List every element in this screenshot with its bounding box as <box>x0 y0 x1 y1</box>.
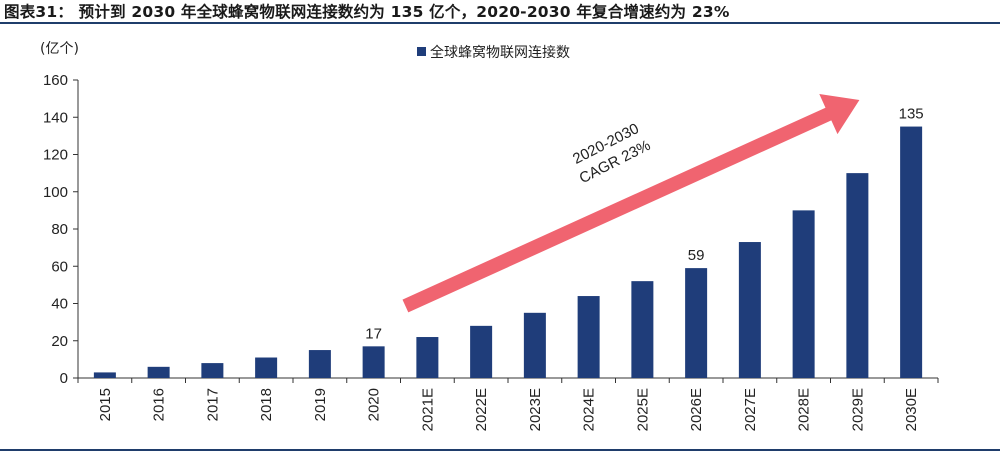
x-tick-label: 2026E <box>688 388 705 431</box>
bars <box>93 126 923 378</box>
bar-2030E <box>900 126 923 378</box>
x-tick-label: 2019 <box>312 388 329 421</box>
y-tick-label: 140 <box>43 109 68 126</box>
y-axis: 0 20 40 60 80 100 120 140 160 <box>43 72 79 387</box>
y-tick-label: 100 <box>43 184 68 201</box>
y-tick-label: 80 <box>51 221 68 238</box>
x-tick-label: 2023E <box>527 388 544 431</box>
x-tick-label: 2027E <box>742 388 759 431</box>
y-unit-label: (亿个) <box>40 41 79 57</box>
bar-2015 <box>93 372 116 378</box>
bar-2029E <box>846 173 869 378</box>
x-tick-label: 2022E <box>473 388 490 431</box>
legend: 全球蜂窝物联网连接数 <box>417 44 570 61</box>
data-label-2020: 17 <box>365 325 382 342</box>
y-tick-label: 120 <box>43 147 68 164</box>
cagr-annotation: 2020-2030 CAGR 23% <box>402 94 860 313</box>
legend-label: 全球蜂窝物联网连接数 <box>430 44 570 61</box>
x-tick-label: 2018 <box>258 388 275 421</box>
y-tick-label: 60 <box>51 258 68 275</box>
bar-2028E <box>792 210 815 378</box>
x-tick-label: 2020 <box>366 388 383 421</box>
bar-2023E <box>523 312 546 378</box>
data-label-2030E: 135 <box>899 106 924 123</box>
bar-2022E <box>470 325 493 378</box>
y-tick-label: 160 <box>43 72 68 89</box>
bar-2024E <box>577 296 600 378</box>
data-label-2026E: 59 <box>688 247 705 264</box>
x-tick-label: 2029E <box>849 388 866 431</box>
x-tick-label: 2021E <box>419 388 436 431</box>
x-tick-label: 2028E <box>796 388 813 431</box>
legend-swatch <box>417 47 426 56</box>
bottom-rule <box>0 449 1000 451</box>
data-labels: 17 59 135 <box>365 106 923 343</box>
y-tick-label: 20 <box>51 333 68 350</box>
bar-2020 <box>362 346 385 378</box>
bar-2019 <box>308 350 331 378</box>
x-axis: 2015 2016 2017 2018 2019 2020 2021E 2022E 2023E 2… <box>77 377 939 431</box>
figure-title: 图表31： 预计到 2030 年全球蜂窝物联网连接数约为 135 亿个，2020… <box>4 3 730 21</box>
bar-2018 <box>255 357 278 378</box>
x-tick-label: 2015 <box>97 388 114 421</box>
x-tick-label: 2024E <box>581 388 598 431</box>
bar-2017 <box>201 363 224 378</box>
x-tick-label: 2025E <box>634 388 651 431</box>
x-tick-label: 2017 <box>204 388 221 421</box>
title-bar: 图表31： 预计到 2030 年全球蜂窝物联网连接数约为 135 亿个，2020… <box>0 0 1000 24</box>
y-tick-label: 40 <box>51 296 68 313</box>
bar-2016 <box>147 366 170 378</box>
x-tick-label: 2030E <box>903 388 920 431</box>
bar-2021E <box>416 337 439 378</box>
y-tick-label: 0 <box>60 370 68 387</box>
bar-2027E <box>738 242 761 378</box>
x-tick-label: 2016 <box>151 388 168 421</box>
bar-2025E <box>631 281 654 378</box>
cagr-arrow <box>402 94 860 313</box>
bar-2026E <box>685 268 708 378</box>
